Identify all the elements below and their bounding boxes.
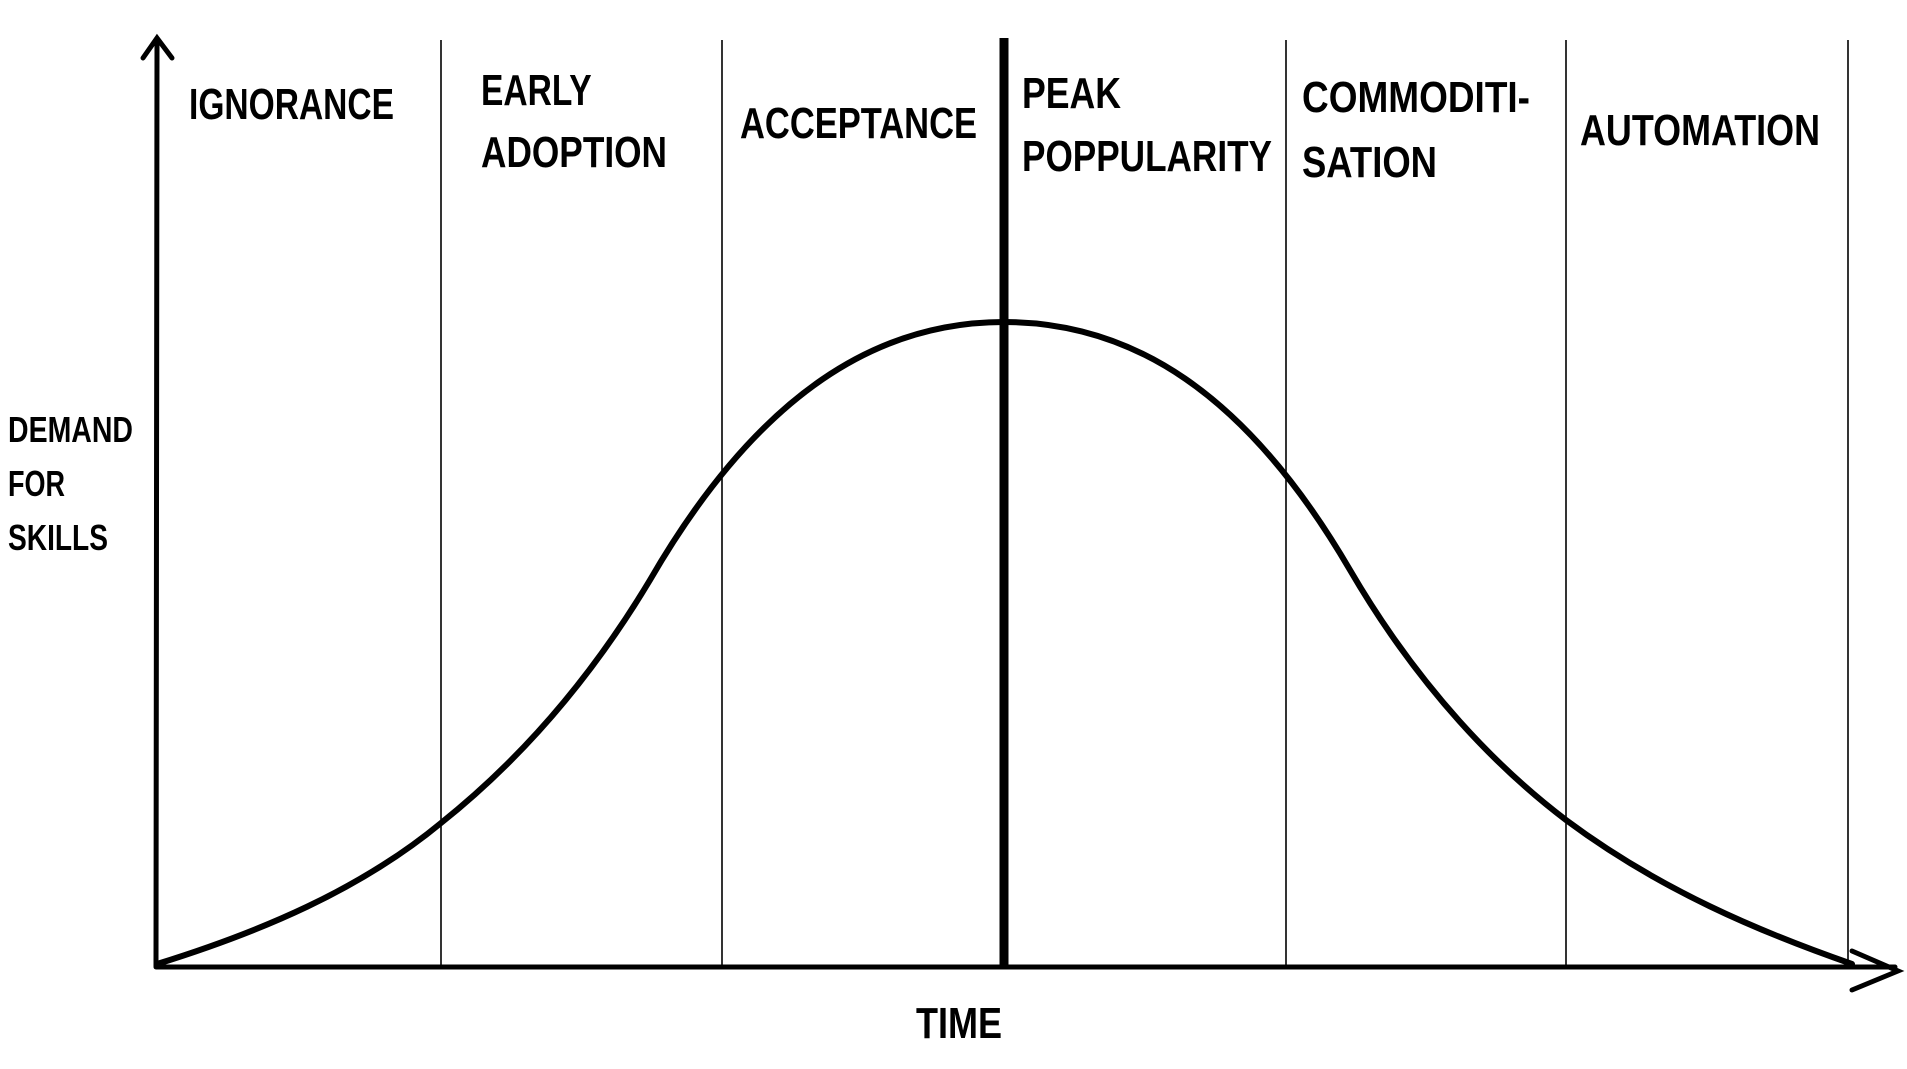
phase-label-early-adoption-line-1: EARLY [481,66,591,115]
x-axis-label: TIME [916,999,1002,1048]
phase-label-early-adoption-line-2: ADOPTION [481,128,667,177]
phase-label-ignorance: IGNORANCE [189,80,394,129]
y-axis [153,37,160,969]
phase-label-ignorance-line-1: IGNORANCE [189,80,394,129]
phase-label-commoditisation: COMMODITI- SATION [1302,73,1542,187]
y-axis-label: DEMAND FOR SKILLS [8,409,143,558]
phase-label-peak-popularity: PEAK POPPULARITY [1022,69,1272,181]
y-axis-label-line-3: SKILLS [8,517,108,558]
phase-label-acceptance-line-1: ACCEPTANCE [740,99,977,148]
y-axis-arrowhead [140,33,175,61]
phase-label-commoditisation-line-2: SATION [1302,138,1437,187]
phase-label-automation: AUTOMATION [1580,106,1820,155]
x-axis-arrowhead [1849,948,1905,993]
phase-label-automation-line-1: AUTOMATION [1580,106,1820,155]
y-axis-label-line-2: FOR [8,463,65,504]
phase-label-peak-popularity-line-2: POPPULARITY [1022,132,1272,181]
phase-label-commoditisation-line-1: COMMODITI- [1302,73,1530,122]
phase-dividers [440,40,1849,966]
phase-label-acceptance: ACCEPTANCE [740,99,977,148]
phase-label-peak-popularity-line-1: PEAK [1022,69,1121,118]
demand-bell-curve [154,319,1855,967]
phase-label-early-adoption: EARLY ADOPTION [481,66,667,177]
axes [140,33,1905,993]
y-axis-label-line-1: DEMAND [8,409,133,450]
